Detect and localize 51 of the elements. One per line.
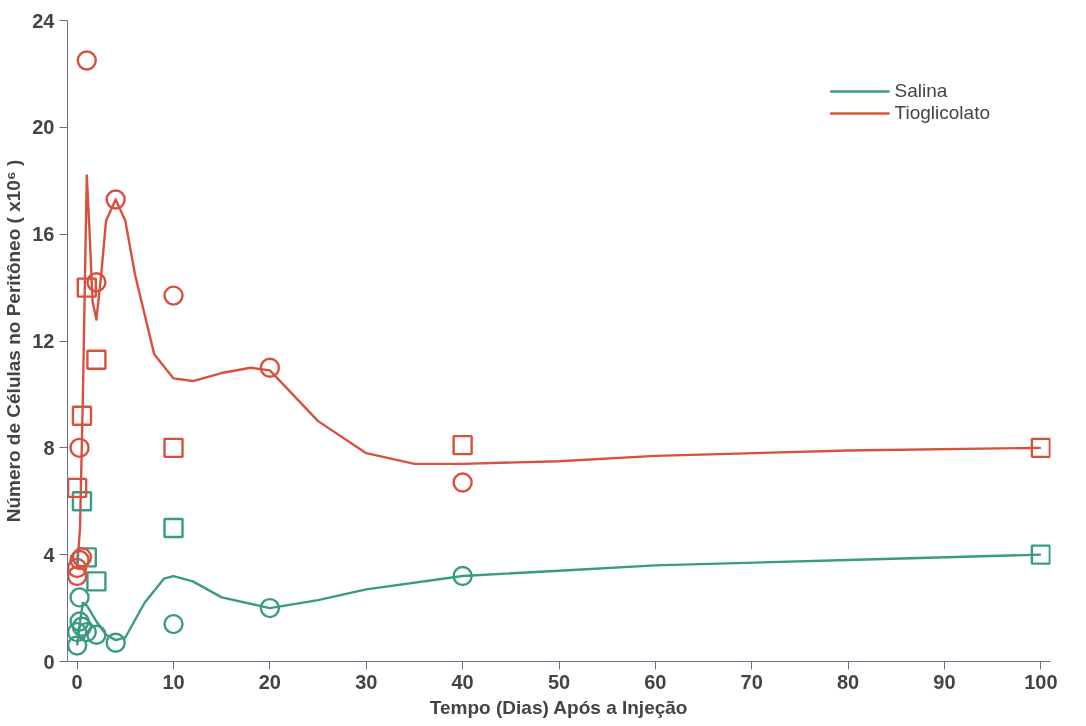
point [86,571,107,592]
x-tick-label: 40 [451,670,474,693]
point [71,491,93,512]
x-tick-label: 60 [644,670,667,693]
point [105,189,126,210]
x-tick-label: 70 [740,670,763,693]
point [452,472,473,493]
x-tick-label: 20 [258,670,282,693]
y-tick-label: 4 [43,543,56,566]
y-tick-label: 24 [32,9,56,32]
y-tick-label: 12 [32,330,55,352]
point [163,285,184,306]
y-tick-label: 20 [32,116,55,139]
point [71,405,93,426]
point [452,565,473,587]
x-tick-label: 90 [933,670,956,693]
point [452,434,473,456]
legend-label: Salina [894,80,948,102]
point [69,611,90,632]
point [76,50,97,71]
point [259,357,281,378]
point [1030,437,1051,459]
x-tick-label: 30 [355,670,378,693]
point [67,565,88,587]
point [67,477,88,499]
point [163,613,184,635]
point [86,624,107,645]
point [76,547,97,568]
y-tick-label: 16 [32,223,55,246]
point [86,272,107,293]
point [86,349,107,370]
point [67,635,88,656]
x-tick-label: 80 [836,670,860,693]
point [1030,544,1051,565]
x-tick-label: 50 [547,670,571,693]
y-axis-title: Número de Células no Peritôneo ( x10⁶ ) [3,159,25,523]
point [259,597,281,619]
y-tick-label: 0 [43,650,55,673]
x-axis-title: Tempo (Dias) Após a Injeção [429,696,688,718]
legend-label: Tioglicolato [894,102,990,124]
point [163,437,184,459]
x-tick-label: 100 [1024,670,1058,693]
point [76,277,97,298]
x-tick-label: 10 [162,670,185,693]
point [69,437,90,459]
point [163,517,184,539]
point [67,557,88,579]
point [69,587,90,608]
y-tick-label: 8 [43,436,55,459]
point [105,632,126,653]
x-tick-label: 0 [71,670,83,693]
